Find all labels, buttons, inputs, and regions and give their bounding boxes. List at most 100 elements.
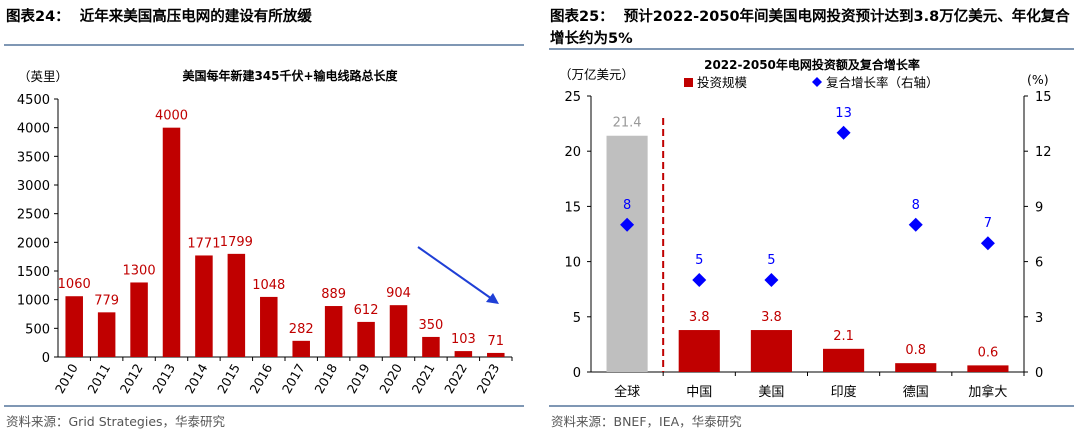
left-y-axis-label: （英里） (18, 69, 68, 84)
left-bar-value-label: 1048 (252, 278, 285, 293)
right-y2-tick-label: 9 (1035, 200, 1043, 215)
left-figure-panel: 图表24： 近年来美国高压电网的建设有所放缓 美国每年新建345千伏+输电线路总… (0, 0, 530, 432)
legend-swatch-cagr (812, 77, 822, 87)
right-y2-tick-label: 15 (1035, 90, 1052, 105)
left-bottom-rule (4, 405, 524, 407)
left-y-tick-label: 500 (25, 322, 50, 337)
left-bar-value-label: 612 (354, 303, 379, 318)
right-figure-label: 图表25： (550, 9, 614, 25)
left-bar (97, 312, 116, 357)
cagr-value-label: 13 (835, 106, 852, 121)
left-y-tick-label: 1000 (17, 294, 50, 309)
left-x-tick-label: 2021 (409, 361, 438, 396)
legend-label-cagr: 复合增长率（右轴） (826, 75, 939, 90)
right-x-tick-label: 加拿大 (968, 384, 1007, 400)
left-figure-heading: 近年来美国高压电网的建设有所放缓 (79, 9, 312, 25)
right-x-tick-label: 全球 (614, 384, 640, 400)
left-bar (195, 255, 213, 357)
left-bar (130, 282, 148, 357)
cagr-diamond-marker (980, 236, 995, 251)
right-x-tick-label: 德国 (903, 385, 929, 400)
country-bar (823, 348, 865, 372)
right-figure-heading: 预计2022-2050年间美国电网投资预计达到3.8万亿美元、年化复合增长约为5… (550, 9, 1070, 47)
left-bar-value-label: 1300 (123, 263, 156, 278)
right-title-rule (549, 48, 1074, 50)
cagr-value-label: 5 (695, 253, 703, 268)
right-y2-tick-label: 0 (1035, 366, 1043, 381)
left-figure-title: 图表24： 近年来美国高压电网的建设有所放缓 (6, 6, 312, 28)
left-trend-arrow-line (417, 246, 493, 300)
right-y-tick-label: 0 (573, 366, 581, 381)
right-y2-tick-label: 12 (1035, 145, 1052, 160)
left-y-tick-label: 2500 (17, 208, 50, 223)
left-bar (487, 352, 505, 357)
cagr-value-label: 7 (984, 216, 992, 231)
right-y2-tick-label: 6 (1035, 256, 1043, 271)
left-bar-value-label: 103 (451, 332, 476, 347)
left-bar-value-label: 889 (321, 287, 346, 302)
left-y-tick-label: 3000 (17, 179, 50, 194)
left-x-tick-label: 2023 (473, 361, 502, 396)
left-bar (227, 253, 246, 357)
right-x-tick-label: 中国 (686, 385, 712, 400)
left-x-tick-label: 2015 (214, 361, 243, 396)
left-bar-value-label: 71 (488, 334, 505, 349)
left-y-tick-label: 4000 (17, 122, 50, 137)
left-chart-title: 美国每年新建345千伏+输电线路总长度 (182, 68, 398, 83)
left-y-tick-label: 0 (42, 351, 50, 366)
right-y-tick-label: 25 (564, 90, 581, 105)
left-trend-arrow-head (486, 293, 499, 304)
left-bar (260, 296, 278, 357)
right-y-tick-label: 20 (564, 145, 581, 160)
right-bar-value-label: 0.6 (978, 345, 999, 360)
left-figure-label: 图表24： (6, 9, 70, 25)
right-y-tick-label: 10 (564, 256, 581, 271)
left-y-tick-label: 2000 (17, 236, 50, 251)
right-figure-panel: 图表25： 预计2022-2050年间美国电网投资预计达到3.8万亿美元、年化复… (545, 0, 1080, 432)
global-bar (606, 135, 648, 372)
left-bar (389, 305, 408, 357)
left-y-tick-label: 4500 (17, 93, 50, 108)
right-chart-title: 2022-2050年电网投资额及复合增长率 (704, 57, 920, 72)
left-bar (65, 296, 83, 357)
left-x-tick-label: 2013 (149, 361, 178, 396)
left-bar-value-label: 1060 (58, 277, 91, 292)
left-bar (324, 306, 343, 357)
right-bar-value-label: 21.4 (613, 116, 642, 131)
left-bar-value-label: 350 (419, 318, 444, 333)
right-bar-value-label: 3.8 (689, 310, 710, 325)
right-y2-tick-label: 3 (1035, 311, 1043, 326)
cagr-diamond-marker (692, 273, 707, 287)
cagr-value-label: 8 (623, 198, 631, 213)
left-bar-value-label: 779 (94, 293, 119, 308)
left-source-note: 资料来源：Grid Strategies，华泰研究 (6, 414, 226, 429)
cagr-value-label: 8 (912, 198, 920, 213)
left-x-tick-label: 2016 (246, 361, 275, 396)
left-x-tick-label: 2011 (84, 361, 113, 396)
right-bottom-rule (549, 405, 1074, 407)
country-bar (750, 330, 792, 372)
left-x-tick-label: 2018 (311, 361, 340, 396)
left-bar-value-label: 4000 (155, 109, 188, 124)
cagr-diamond-marker (620, 217, 635, 232)
left-x-tick-label: 2019 (344, 361, 373, 396)
left-bar-value-label: 282 (289, 322, 314, 337)
left-y-tick-label: 1500 (17, 265, 50, 280)
right-y-tick-label: 15 (564, 200, 581, 215)
left-bar-value-label: 904 (386, 286, 411, 301)
left-x-tick-label: 2022 (441, 361, 470, 396)
right-source-note: 资料来源：BNEF，IEA，华泰研究 (551, 414, 742, 429)
left-x-tick-label: 2012 (117, 361, 146, 396)
cagr-value-label: 5 (767, 253, 775, 268)
left-bar (292, 340, 310, 357)
right-x-tick-label: 印度 (831, 384, 857, 400)
country-bar (678, 330, 720, 372)
left-bar (422, 336, 440, 357)
right-x-tick-label: 美国 (758, 385, 784, 400)
left-x-tick-label: 2010 (52, 361, 81, 396)
cagr-diamond-marker (764, 273, 779, 287)
left-bar-value-label: 1799 (220, 235, 253, 250)
left-x-tick-label: 2017 (279, 361, 308, 396)
right-y-tick-label: 5 (573, 311, 581, 326)
left-y-tick-label: 3500 (17, 150, 50, 165)
